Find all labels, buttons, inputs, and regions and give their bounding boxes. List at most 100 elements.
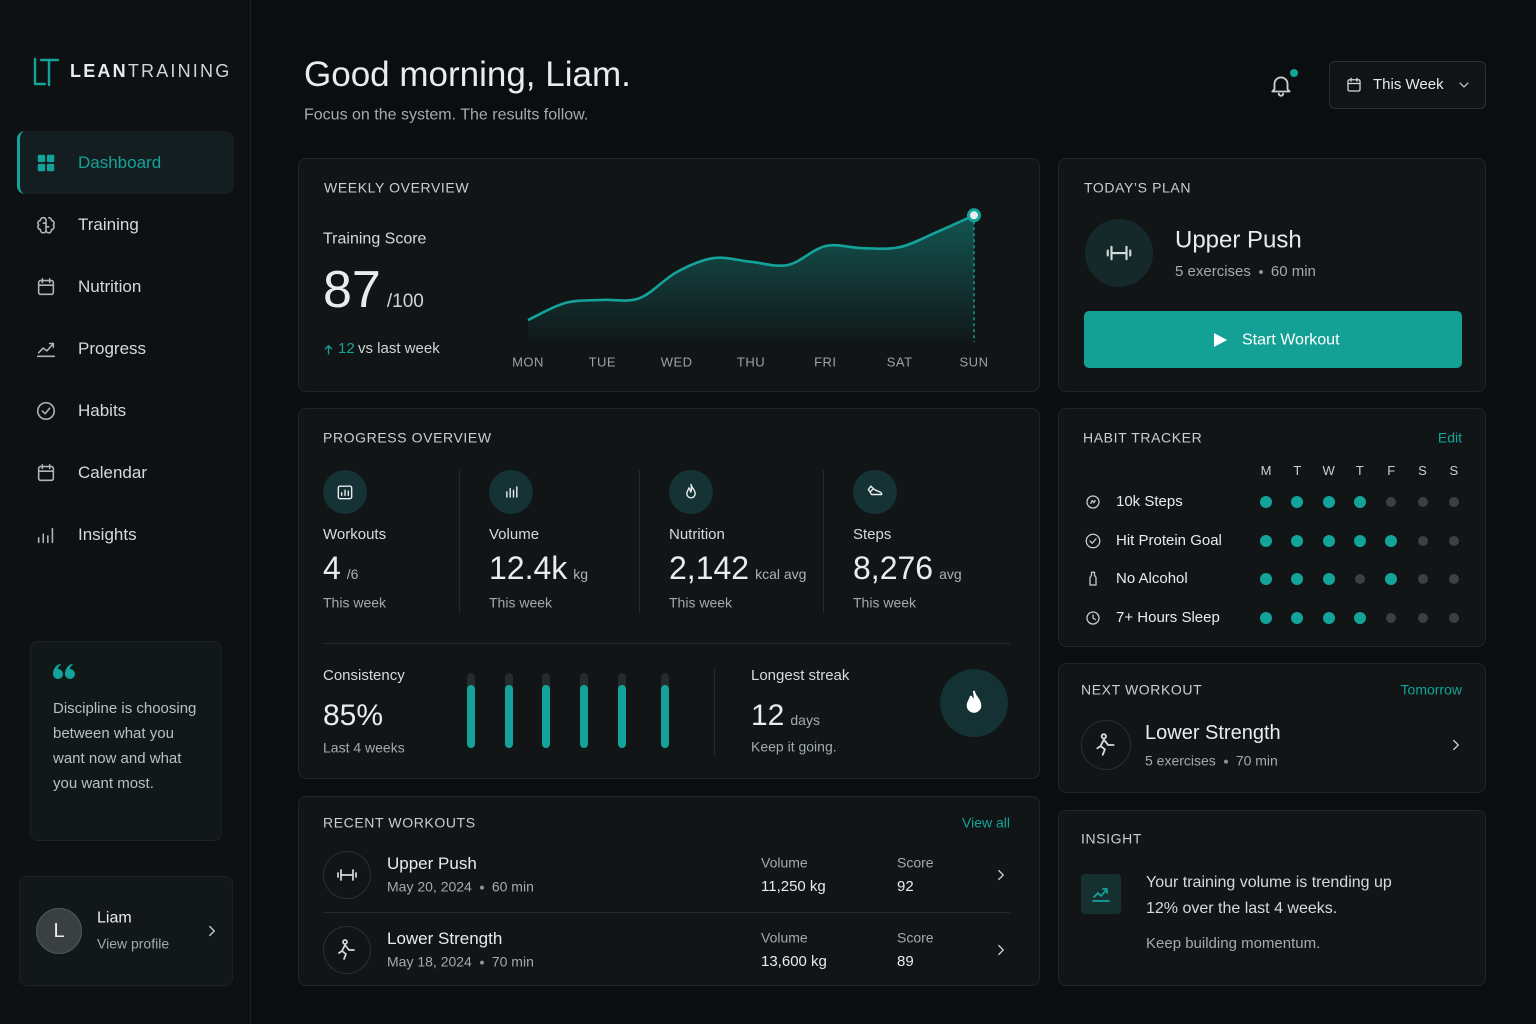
habit-dot (1417, 613, 1428, 624)
edit-link[interactable]: Edit (1437, 429, 1462, 446)
dumbbell-icon (1106, 245, 1132, 261)
profile-card[interactable] (19, 876, 233, 986)
insight-note: Keep building momentum. (1146, 935, 1321, 952)
bar (542, 685, 550, 748)
score-value: 87 (323, 260, 381, 319)
icon-part (1092, 888, 1110, 902)
nav-label: Habits (78, 400, 127, 420)
habit-icon (1086, 611, 1100, 625)
habit-dot (1417, 497, 1428, 507)
stat-value-row: 8,276 avg (853, 549, 962, 587)
divider (714, 668, 715, 756)
streak-row: 12 days (751, 698, 820, 734)
quote-text: Discipline is choosing between what you … (53, 700, 197, 792)
separator (1223, 759, 1228, 764)
habit-dot (1322, 534, 1335, 547)
period-label: This Week (1373, 76, 1444, 93)
trend-icon (1092, 888, 1110, 902)
habit-name: Hit Protein Goal (1116, 531, 1222, 549)
stat-value: 12.4k (489, 549, 568, 586)
icon-part (37, 154, 46, 163)
icon-part (1347, 77, 1361, 85)
habit-dot (1385, 573, 1398, 586)
greeting: Good morning, Liam. (304, 55, 631, 94)
habit-dot (1322, 612, 1335, 625)
bar (505, 685, 513, 748)
workout-duration: 70 min (491, 953, 534, 970)
habit-dot (1386, 613, 1397, 624)
bar (467, 685, 475, 748)
progress-overview-card (298, 408, 1040, 779)
workout-icon-bg (323, 926, 371, 974)
divider (639, 470, 640, 613)
separator (1258, 270, 1263, 275)
day-label: S (1449, 463, 1459, 479)
habit-dot (1260, 612, 1272, 625)
nav-item[interactable] (17, 131, 234, 194)
habit-dot (1322, 573, 1335, 586)
habit-dot (1417, 574, 1428, 585)
consistency-label: Consistency (323, 667, 405, 684)
plan-meta: 5 exercises 60 min (1175, 263, 1316, 281)
stat-unit: kcal avg (755, 565, 807, 582)
icon-part (37, 163, 46, 172)
icon-part (37, 465, 55, 482)
workout-name: Lower Strength (387, 928, 503, 948)
chevron-right (1453, 739, 1459, 751)
habit-dot (1291, 534, 1304, 547)
stat-unit: /6 (346, 565, 359, 582)
nav-label: Nutrition (78, 276, 142, 296)
icon-part (42, 222, 50, 228)
workout-row[interactable] (320, 916, 1014, 984)
calendar-icon (1347, 77, 1361, 92)
habit-dot (1448, 613, 1459, 624)
day-label: T (1355, 463, 1364, 479)
icon-part (41, 407, 51, 415)
insight-icon-bg (1081, 874, 1121, 914)
streak-value: 12 (751, 699, 785, 732)
icon-part (342, 939, 348, 945)
stat-note: This week (853, 594, 917, 611)
habit-dot (1260, 573, 1272, 586)
next-workout-card[interactable] (1058, 663, 1486, 793)
score-value: 89 (897, 953, 914, 970)
brand: LEAN TRAINING (70, 61, 231, 83)
next-icon-bg (1081, 720, 1131, 770)
period-select[interactable] (1329, 61, 1486, 109)
nav-icon (37, 216, 55, 234)
volume-value: 13,600 kg (761, 953, 827, 970)
workout-icon (338, 939, 355, 960)
next-meta: 5 exercises 70 min (1145, 753, 1278, 770)
habit-dot (1260, 496, 1272, 508)
icon-part (1086, 495, 1100, 509)
day-label: F (1387, 463, 1396, 479)
score-value: 92 (897, 878, 914, 895)
habit-dot (1448, 535, 1459, 546)
consistency-value: 85% (323, 699, 384, 732)
next-exercises: 5 exercises (1145, 752, 1216, 769)
streak-note: Keep it going. (751, 738, 837, 755)
divider (323, 643, 1010, 644)
start-workout-button[interactable] (1084, 311, 1462, 368)
habit-icon (1086, 495, 1100, 509)
view-all-link[interactable]: View all (962, 814, 1010, 831)
nav-icon (37, 463, 55, 482)
nav-label: Training (78, 214, 139, 234)
workout-meta: May 18, 2024 70 min (387, 954, 534, 971)
card-title: WEEKLY OVERVIEW (324, 179, 470, 196)
habit-dot (1448, 497, 1459, 507)
icon-part (337, 869, 357, 881)
stat-value-row: 4/6 (323, 549, 358, 587)
stat-icon (506, 486, 518, 498)
workout-row[interactable] (320, 841, 1014, 909)
arrow-up (324, 344, 332, 354)
icon-part (337, 485, 353, 500)
icon-part (1086, 611, 1100, 625)
score-label: Training Score (323, 230, 427, 248)
separator (479, 960, 484, 965)
icon-part (998, 944, 1004, 956)
card-title: RECENT WORKOUTS (323, 814, 476, 831)
habit-icon (1085, 533, 1101, 549)
icon-part (1085, 533, 1101, 549)
icon-part (340, 489, 350, 497)
